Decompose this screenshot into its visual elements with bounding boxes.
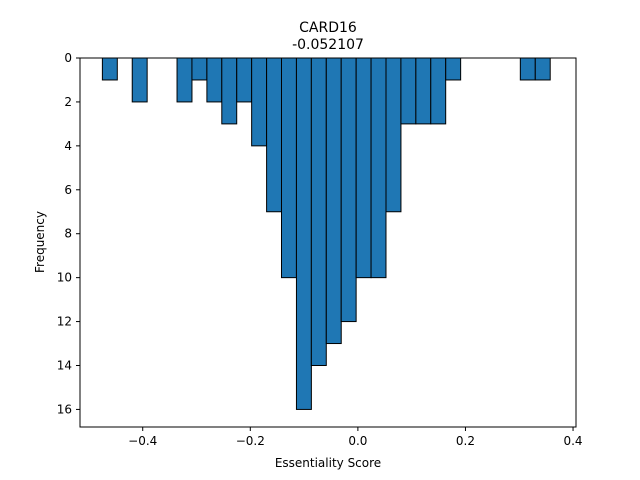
histogram-bar <box>176 57 193 103</box>
histogram-bar <box>236 57 253 103</box>
y-tick-label: 14 <box>57 359 72 373</box>
histogram-bar <box>191 57 208 81</box>
histogram-bar <box>430 57 447 125</box>
histogram-bar <box>534 57 551 81</box>
chart-subtitle: -0.052107 <box>292 37 364 53</box>
histogram-bar <box>355 57 372 279</box>
histogram-bar <box>445 57 462 81</box>
histogram-bar <box>266 57 283 213</box>
histogram-bar <box>221 57 238 125</box>
x-axis-label: Essentiality Score <box>275 456 381 470</box>
bars-group <box>101 57 551 410</box>
y-tick-label: 4 <box>64 139 72 153</box>
histogram-bar <box>385 57 402 213</box>
x-tick-label: 0.4 <box>563 434 582 448</box>
y-tick-label: 16 <box>57 402 72 416</box>
histogram-bar <box>370 57 387 279</box>
x-tick-label: 0.0 <box>348 434 367 448</box>
plot-frame <box>79 57 577 428</box>
histogram-bar <box>131 57 148 103</box>
y-tick-label: 6 <box>64 183 72 197</box>
histogram-bar <box>310 57 327 366</box>
histogram-bar <box>325 57 342 345</box>
y-axis-label: Frequency <box>33 211 47 273</box>
y-tick-label: 12 <box>57 315 72 329</box>
histogram-bar <box>400 57 417 125</box>
histogram-bar <box>206 57 223 103</box>
y-tick-label: 8 <box>64 227 72 241</box>
histogram-bar <box>101 57 118 81</box>
histogram-bar <box>415 57 432 125</box>
chart-title: CARD16 <box>299 20 357 36</box>
y-tick-label: 0 <box>64 51 72 65</box>
histogram-bar <box>280 57 297 279</box>
y-tick-label: 10 <box>57 271 72 285</box>
ticks-group: −0.4 −0.2 0.0 0.2 0.4 0 2 4 6 8 10 12 14 16 <box>57 51 583 448</box>
histogram-bar <box>295 57 312 410</box>
x-tick-label: −0.4 <box>128 434 157 448</box>
histogram-bar <box>340 57 357 323</box>
histogram-bar <box>251 57 268 147</box>
histogram-bar <box>519 57 536 81</box>
x-tick-label: 0.2 <box>456 434 475 448</box>
y-tick-label: 2 <box>64 95 72 109</box>
x-tick-label: −0.2 <box>236 434 265 448</box>
